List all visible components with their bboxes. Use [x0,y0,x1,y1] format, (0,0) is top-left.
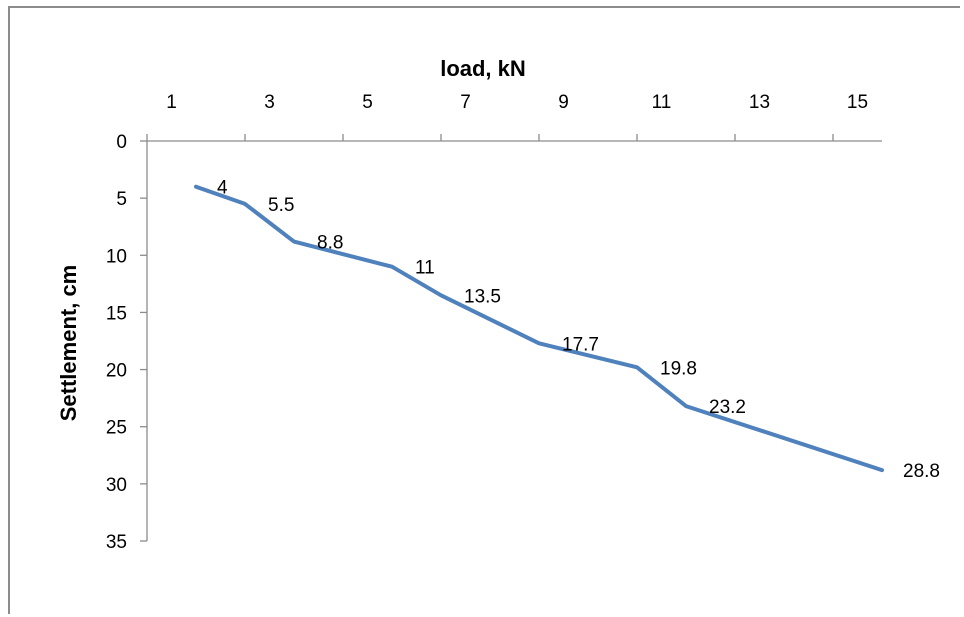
x-tick-label: 1 [166,92,177,113]
data-label: 17.7 [562,334,599,355]
x-tick-label: 3 [264,92,275,113]
data-label: 5.5 [268,195,294,216]
data-label: 11 [415,258,435,279]
y-tick-label: 5 [116,189,127,210]
series-line [194,184,884,473]
y-tick-label: 15 [106,303,127,324]
y-tick-label: 0 [116,132,127,153]
x-axis-title: load, kN [440,56,526,81]
y-tick-label: 25 [106,418,127,439]
x-tick-label: 5 [362,92,373,113]
data-label: 19.8 [660,358,697,379]
y-tick-label: 10 [106,246,127,267]
data-labels: 4 5.5 8.8 11 13.5 17.7 19.8 23.2 28.8 [217,178,940,482]
y-axis-title: Settlement, cm [56,265,81,422]
x-tick-label: 7 [460,92,471,113]
data-label: 8.8 [317,233,343,254]
x-tick-label: 9 [558,92,569,113]
x-tick-label: 13 [749,92,770,113]
chart-frame [8,6,960,614]
data-label: 13.5 [464,286,501,307]
series-layer [194,184,884,473]
data-label: 28.8 [903,461,940,482]
y-tick-label: 35 [106,532,127,553]
data-label: 4 [217,178,228,199]
x-tick-label: 15 [847,92,868,113]
y-tick-label: 20 [106,361,127,382]
data-label: 23.2 [709,397,746,418]
y-tick-label: 30 [106,475,127,496]
x-tick-label: 11 [652,92,672,113]
